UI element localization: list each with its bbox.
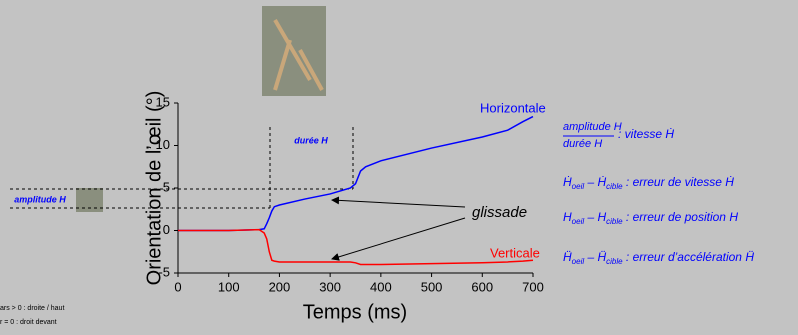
amplitude-label: amplitude H bbox=[14, 194, 66, 204]
x-tick-label: 400 bbox=[370, 279, 392, 294]
formula-part: : erreur de position H bbox=[623, 210, 739, 224]
formula-part: – bbox=[584, 210, 597, 224]
duree-label: durée H bbox=[294, 135, 328, 145]
series-line bbox=[178, 228, 534, 266]
x-tick-label: 100 bbox=[218, 279, 240, 294]
formula-part: Ḣ bbox=[563, 175, 572, 189]
fraction-den: durée H bbox=[563, 138, 602, 150]
formula-part: oeil bbox=[572, 257, 585, 266]
formula-part: oeil bbox=[572, 182, 585, 191]
glissade-label: glissade bbox=[472, 204, 527, 221]
formula-part: oeil bbox=[572, 217, 585, 226]
x-tick-label: 500 bbox=[421, 279, 443, 294]
formula: Hoeil – Hcible : erreur de position H bbox=[563, 210, 738, 226]
formula: Ḧoeil – Ḧcible : erreur d’accélération Ḧ bbox=[563, 250, 754, 266]
formula-part: cible bbox=[606, 182, 623, 191]
formula-part: – bbox=[584, 250, 597, 264]
series-label: Verticale bbox=[490, 245, 540, 260]
x-tick-label: 300 bbox=[319, 279, 341, 294]
formula-part: cible bbox=[606, 257, 623, 266]
y-tick-label: 10 bbox=[156, 137, 170, 152]
fraction-num: amplitude H bbox=[563, 121, 622, 133]
y-axis-label: Orientation de l’œil (°) bbox=[143, 91, 165, 286]
formula-part: cible bbox=[606, 217, 623, 226]
fraction-text: : vitesse Ḣ bbox=[618, 127, 674, 141]
formula-part: : erreur de vitesse Ḣ bbox=[623, 175, 735, 189]
y-tick-label: 0 bbox=[163, 222, 170, 237]
photo-detail bbox=[273, 18, 324, 91]
y-tick-label: 5 bbox=[163, 179, 170, 194]
y-tick-label: -5 bbox=[158, 264, 170, 279]
x-tick-label: 0 bbox=[174, 279, 181, 294]
x-tick-label: 600 bbox=[471, 279, 493, 294]
formula-part: : erreur d’accélération Ḧ bbox=[623, 250, 755, 264]
x-tick-label: 200 bbox=[269, 279, 291, 294]
arrow bbox=[331, 217, 466, 261]
formula-part: – bbox=[584, 175, 597, 189]
formula-part: Ḧ bbox=[597, 250, 606, 264]
y-tick-label: 15 bbox=[156, 94, 170, 109]
note: r = 0 : droit devant bbox=[0, 319, 57, 326]
formula-part: Ḧ bbox=[563, 250, 572, 264]
formula-part: H bbox=[563, 210, 572, 224]
dashed-guides bbox=[10, 127, 354, 209]
formula-part: Ḣ bbox=[597, 175, 606, 189]
arrow bbox=[331, 196, 466, 208]
formula: Ḣoeil – Ḣcible : erreur de vitesse Ḣ bbox=[563, 175, 734, 191]
series-line bbox=[178, 115, 534, 232]
x-axis-label: Temps (ms) bbox=[303, 301, 407, 323]
note: ars > 0 : droite / haut bbox=[0, 305, 64, 312]
x-tick-label: 700 bbox=[522, 279, 544, 294]
series-label: Horizontale bbox=[480, 100, 546, 115]
formula-part: H bbox=[597, 210, 606, 224]
